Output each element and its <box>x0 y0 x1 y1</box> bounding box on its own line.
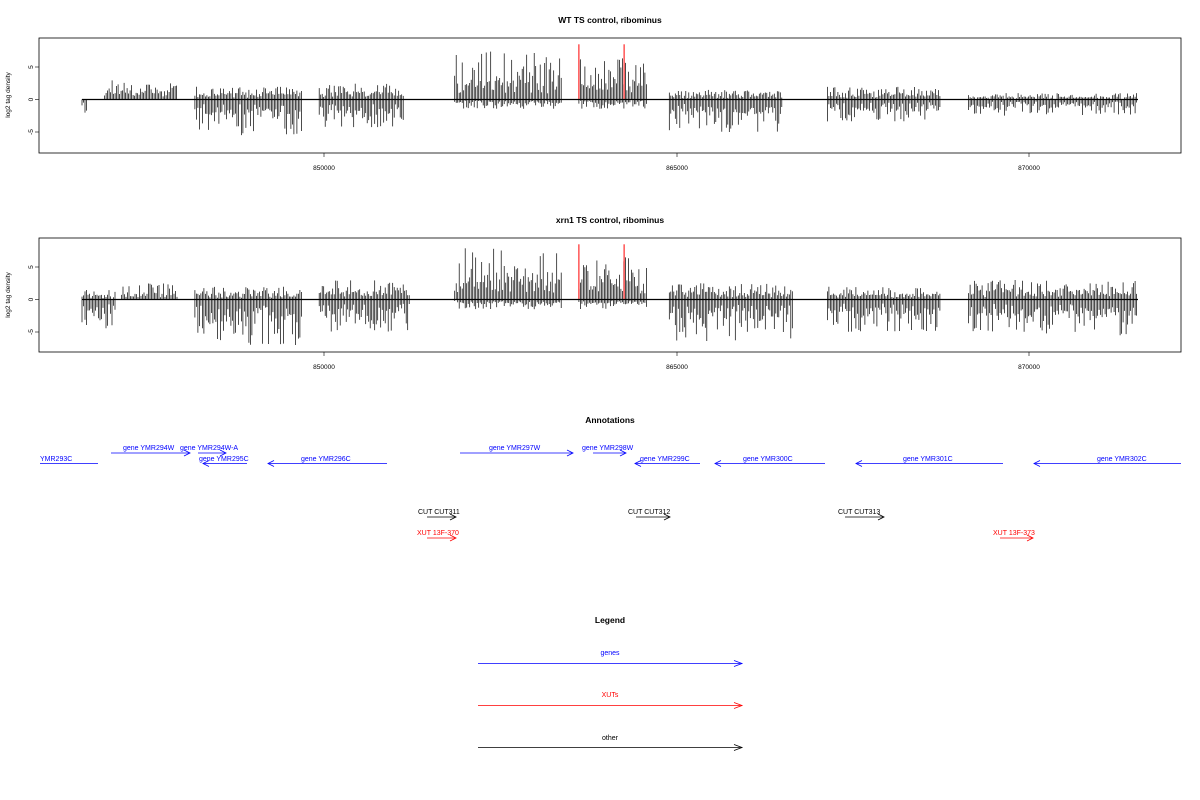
panel2-xtick-1: 850000 <box>313 364 335 371</box>
panel1-ylabel: log2 tag density <box>5 71 12 117</box>
panel2-y-axis: 5 0 -5 log2 tag density <box>5 265 39 335</box>
gene-ymr299c: gene YMR299C <box>634 456 700 467</box>
gene-label: gene YMR299C <box>640 456 690 463</box>
panel1-xtick-1: 850000 <box>313 165 335 172</box>
panel1-x-axis: 850000 865000 870000 <box>313 153 1040 172</box>
panel-xrn1: xrn1 TS control, ribominus 5 0 -5 log2 t… <box>5 215 1182 371</box>
panel2-ytick-0: 0 <box>28 297 35 301</box>
gene-ymr300c: gene YMR300C <box>714 456 825 467</box>
panel1-bars <box>81 44 1137 136</box>
legend-genes-label: genes <box>600 650 620 657</box>
panel1-ytick-0: 0 <box>28 97 35 101</box>
gene-label: gene YMR301C <box>903 456 953 463</box>
panel1-frame <box>38 37 1182 154</box>
gene-label: gene YMR297W <box>489 445 541 452</box>
gene-ymr297w: gene YMR297W <box>460 445 574 457</box>
panel2-title: xrn1 TS control, ribominus <box>556 215 664 225</box>
xut-label: XUT 13F-370 <box>417 530 459 537</box>
gene-ymr298w: gene YMR298W <box>582 445 634 457</box>
legend-xuts-label: XUTs <box>602 692 619 699</box>
cut-cut311: CUT CUT311 <box>418 509 460 521</box>
annotations-title: Annotations <box>585 415 635 425</box>
panel2-xtick-3: 870000 <box>1018 364 1040 371</box>
gene-ymr293c: YMR293C <box>40 456 98 464</box>
panel1-ytick-neg5: -5 <box>28 129 35 135</box>
xut-label: XUT 13F-373 <box>993 530 1035 537</box>
gene-label: gene YMR296C <box>301 456 351 463</box>
gene-ymr302c: gene YMR302C <box>1033 456 1181 467</box>
legend-other: other <box>478 735 744 751</box>
cut-label: CUT CUT311 <box>418 509 460 516</box>
gene-ymr295c: gene YMR295C <box>199 456 249 467</box>
legend-other-label: other <box>602 735 619 742</box>
panel2-ylabel: log2 tag density <box>5 271 12 317</box>
panel1-ytick-5: 5 <box>28 65 35 69</box>
gene-label: gene YMR294W-A <box>180 445 238 452</box>
legend-title: Legend <box>595 615 625 625</box>
gene-label: gene YMR295C <box>199 456 249 463</box>
gene-ymr294w-a: gene YMR294W-A <box>180 445 238 457</box>
panel2-ytick-neg5: -5 <box>28 329 35 335</box>
cut-label: CUT CUT313 <box>838 509 880 516</box>
panel2-x-axis: 850000 865000 870000 <box>313 352 1040 371</box>
panel-wt: WT TS control, ribominus 5 0 -5 log2 tag… <box>5 15 1182 172</box>
xut-13f-373: XUT 13F-373 <box>993 530 1035 542</box>
gene-label: gene YMR300C <box>743 456 793 463</box>
panel2-ytick-5: 5 <box>28 265 35 269</box>
panel2-xtick-2: 865000 <box>666 364 688 371</box>
panel1-y-axis: 5 0 -5 log2 tag density <box>5 65 39 135</box>
legend: Legend genes XUTs other <box>478 615 744 751</box>
panel2-bars <box>81 244 1137 345</box>
xut-13f-370: XUT 13F-370 <box>417 530 459 542</box>
gene-ymr296c: gene YMR296C <box>267 456 387 467</box>
panel1-xtick-3: 870000 <box>1018 165 1040 172</box>
gene-ymr301c: gene YMR301C <box>855 456 1003 467</box>
gene-label: gene YMR294W <box>123 445 175 452</box>
legend-xuts: XUTs <box>478 692 744 709</box>
legend-genes: genes <box>478 650 744 667</box>
panel1-title: WT TS control, ribominus <box>558 15 662 25</box>
panel2-frame <box>38 237 1182 353</box>
gene-label: YMR293C <box>40 456 72 463</box>
annotations-track: Annotations YMR293C gene YMR294W gene YM… <box>40 415 1181 542</box>
cut-cut313: CUT CUT313 <box>838 509 885 521</box>
cut-label: CUT CUT312 <box>628 509 670 516</box>
gene-label: gene YMR302C <box>1097 456 1147 463</box>
panel1-xtick-2: 865000 <box>666 165 688 172</box>
gene-ymr294w: gene YMR294W <box>111 445 191 457</box>
cut-cut312: CUT CUT312 <box>628 509 671 521</box>
gene-label: gene YMR298W <box>582 445 634 452</box>
